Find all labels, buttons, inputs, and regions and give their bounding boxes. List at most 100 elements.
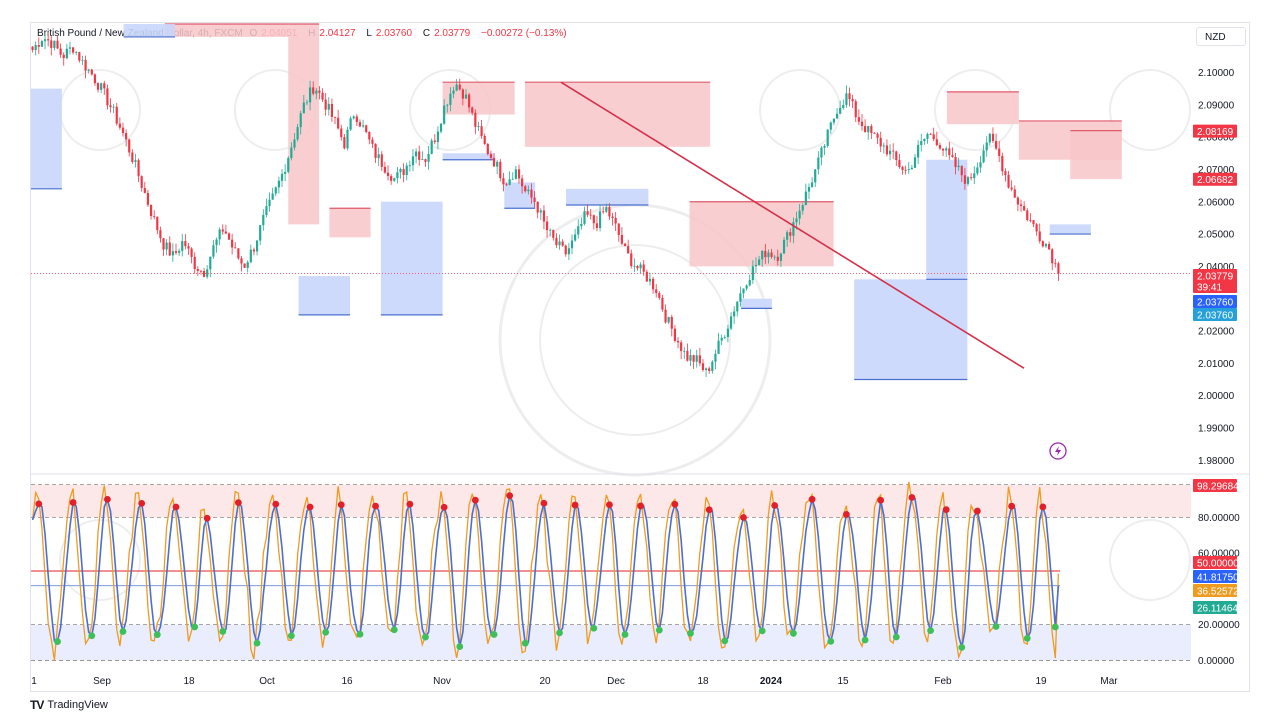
time-tick-label: 16 [341,676,353,687]
candle [265,198,268,218]
candle [913,153,917,168]
candle-body [355,116,358,123]
candle [411,148,415,172]
stoch-tag-bg [1193,479,1237,492]
candle-body [31,46,34,50]
candle-body [505,184,508,186]
candle [277,176,280,194]
candle [436,126,440,150]
candle [941,148,945,156]
candle [589,209,592,220]
candle-body [458,84,461,90]
stoch-top-dot [637,502,645,510]
stoch-top-dot [973,507,981,515]
stoch-tick-label: 80.00000 [1198,513,1240,524]
stoch-tick-label: 20.00000 [1198,620,1240,631]
supply-zone [288,24,320,225]
candle-body [443,105,446,124]
candle-body [78,52,81,61]
candle-body [879,137,882,147]
candle [826,129,829,148]
candle [477,121,480,132]
candle-body [125,133,128,140]
candle [50,35,53,56]
candle-body [998,148,1001,156]
candle [121,122,125,137]
candle [184,234,187,250]
candle [464,89,468,99]
stoch-tag-bg [1193,556,1237,569]
candle [839,100,842,115]
candle [393,177,396,182]
price-tick-label: 2.01000 [1198,359,1235,370]
candle-body [848,93,851,100]
candle [337,109,340,130]
watermark-small-seal [59,69,141,151]
candle-body [658,293,661,298]
candle [608,203,611,220]
candle [1004,168,1007,182]
candle-body [888,150,892,155]
candle [452,86,455,99]
price-tag: 2.03760 [1193,308,1237,322]
candle-body [37,45,40,47]
candle [243,263,246,269]
candle [686,343,689,362]
candle-body [68,47,72,49]
candle [1013,185,1016,198]
candle-body [134,160,137,162]
currency-button[interactable]: NZD [1196,27,1246,46]
candle-body [586,211,589,215]
candle-body [988,133,991,143]
candle [555,233,558,248]
candle [848,87,851,107]
candle-body [639,264,642,269]
candle-body [567,248,570,255]
candle-body [246,262,249,268]
candle [720,334,723,346]
price-tag-label: 2.03760 [1197,311,1234,322]
candle-body [47,39,50,41]
stoch-bottom-dot [721,637,729,645]
candle-body [651,278,655,290]
candle [365,124,368,134]
price-tag: 2.06682 [1193,172,1237,186]
price-tick-label: 2.10000 [1198,68,1235,79]
price-tag-bg [1193,172,1237,186]
candle [991,127,995,144]
candle [798,204,801,225]
candle [814,169,817,188]
candle-body [262,214,265,226]
candle-body [820,147,823,158]
candle-body [985,142,988,151]
candle [100,82,103,94]
candle-body [396,172,399,179]
candle [521,174,524,194]
candle-body [1026,210,1029,220]
candle [458,78,461,91]
candle [78,51,81,63]
candle [492,153,496,167]
candle [361,119,365,128]
candle [249,244,252,264]
candle [761,250,764,267]
candle-body [84,59,87,71]
candle-body [72,47,75,53]
candle [131,149,134,164]
candle [255,239,259,256]
candle [1029,213,1032,223]
candle-body [564,245,567,255]
time-tick-label: Dec [607,676,625,687]
tradingview-brand[interactable]: TV TradingView [30,698,108,712]
candle-body [103,83,106,89]
stoch-tag-label: 98.29684 [1197,482,1239,493]
candle-body [792,222,795,236]
candle-body [249,249,252,263]
candle-body [577,226,580,235]
candle-body [598,211,602,228]
time-tick-label: Nov [433,676,451,687]
candle-body [168,242,171,256]
candle [864,119,867,133]
stoch-bottom-dot [153,631,161,639]
